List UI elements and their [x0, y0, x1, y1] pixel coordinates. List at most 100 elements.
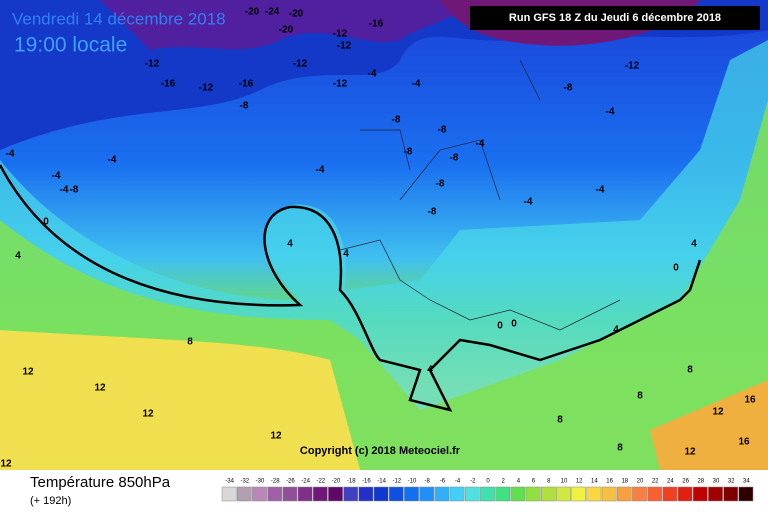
- legend-swatch: [404, 486, 419, 502]
- legend-label: 2: [502, 479, 506, 485]
- legend-swatch: [464, 486, 480, 502]
- contour-label: 12: [270, 431, 282, 442]
- legend-swatch: [343, 486, 359, 502]
- contour-label: 12: [22, 367, 34, 378]
- legend-swatch: [297, 486, 313, 502]
- contour-label: -8: [428, 207, 437, 218]
- contour-label: -20: [279, 25, 294, 36]
- warm-zone: [0, 330, 360, 470]
- zero-isotherm: [0, 164, 702, 412]
- legend-label: 12: [576, 479, 583, 485]
- contour-label: 16: [744, 395, 756, 406]
- contour-label: -4: [108, 155, 117, 166]
- contour-label: -16: [161, 79, 176, 90]
- legend-swatch: [236, 486, 252, 502]
- legend-swatch: [708, 486, 723, 502]
- contour-label: 8: [637, 391, 643, 402]
- contour-label: -20: [245, 7, 260, 18]
- contour-label: -4: [60, 185, 69, 196]
- legend-swatch: [556, 486, 571, 502]
- legend-label: -32: [240, 479, 249, 485]
- contour-label: 12: [684, 447, 696, 458]
- contour-label: 8: [617, 443, 623, 454]
- contour-label: 8: [557, 415, 563, 426]
- legend-swatch: [571, 486, 587, 502]
- contour-label: -8: [438, 125, 447, 136]
- run-box: [470, 6, 760, 30]
- contour-label: -4: [52, 171, 61, 182]
- legend-label: -14: [377, 479, 386, 485]
- legend-swatch: [221, 486, 237, 502]
- legend-swatch: [662, 486, 678, 502]
- contour-label: -12: [337, 41, 352, 52]
- contour-label: 4: [613, 325, 619, 336]
- contour-label: -4: [524, 197, 533, 208]
- parameter: Température 850hPa: [30, 474, 171, 491]
- contour-label: -12: [625, 61, 640, 72]
- legend-label: 18: [621, 479, 628, 485]
- legend-label: 0: [486, 479, 490, 485]
- contour-label: -4: [6, 149, 15, 160]
- legend-swatch: [328, 486, 343, 502]
- contour-label: 16: [738, 437, 750, 448]
- contour-label: 12: [712, 407, 724, 418]
- contour-label: 4: [15, 251, 21, 262]
- contour-label: -16: [239, 79, 254, 90]
- legend-label: 22: [652, 479, 659, 485]
- legend-label: 16: [606, 479, 613, 485]
- contour-label: -4: [596, 185, 605, 196]
- warm-zone: [650, 380, 768, 470]
- contour-label: -20: [289, 9, 304, 20]
- contour-label: -24: [265, 7, 280, 18]
- contour-label: -4: [412, 79, 421, 90]
- contour-label: -16: [369, 19, 384, 30]
- legend-label: -16: [362, 479, 371, 485]
- contour-label: -12: [333, 29, 348, 40]
- legend-swatch: [373, 486, 389, 502]
- contour-label: 12: [94, 383, 106, 394]
- legend-label: -20: [332, 479, 341, 485]
- contour-label: 0: [673, 263, 679, 274]
- legend-swatch: [632, 486, 647, 502]
- legend-label: 34: [743, 479, 750, 485]
- legend-label: -4: [455, 479, 461, 485]
- legend-label: 32: [728, 479, 735, 485]
- contour-label: 4: [427, 365, 433, 376]
- legend-label: 24: [667, 479, 674, 485]
- legend-label: 10: [561, 479, 568, 485]
- contour-label: -12: [293, 59, 308, 70]
- contour-label: -8: [436, 179, 445, 190]
- legend-swatch: [282, 486, 298, 502]
- lead-time: (+ 192h): [30, 495, 71, 507]
- contour-label: -8: [450, 153, 459, 164]
- legend-label: -8: [425, 479, 431, 485]
- legend-swatch: [586, 486, 602, 502]
- legend-label: -6: [440, 479, 446, 485]
- contour-label: -8: [404, 147, 413, 158]
- run-info: Run GFS 18 Z du Jeudi 6 décembre 2018: [509, 12, 721, 24]
- contour-label: 8: [687, 365, 693, 376]
- contour-label: -12: [199, 83, 214, 94]
- legend-swatch: [540, 486, 556, 502]
- legend-swatch: [647, 486, 663, 502]
- legend-label: -24: [301, 479, 310, 485]
- legend-label: -18: [347, 479, 356, 485]
- contour-label: 12: [0, 459, 12, 470]
- contour-label: 4: [343, 249, 349, 260]
- legend-swatch: [358, 486, 374, 502]
- contour-label: -4: [368, 69, 377, 80]
- contour-label: -8: [564, 83, 573, 94]
- legend-label: -28: [271, 479, 280, 485]
- legend-swatch: [723, 486, 739, 502]
- very-cold-zone: [100, 0, 470, 50]
- legend-label: 14: [591, 479, 598, 485]
- legend-swatch: [388, 486, 404, 502]
- contour-label: -4: [476, 139, 485, 150]
- legend-label: 4: [517, 479, 521, 485]
- legend-swatch: [692, 486, 708, 502]
- contour-label: 8: [187, 337, 193, 348]
- legend-swatch: [495, 486, 511, 502]
- contour-label: 0: [511, 319, 517, 330]
- legend-label: -34: [225, 479, 234, 485]
